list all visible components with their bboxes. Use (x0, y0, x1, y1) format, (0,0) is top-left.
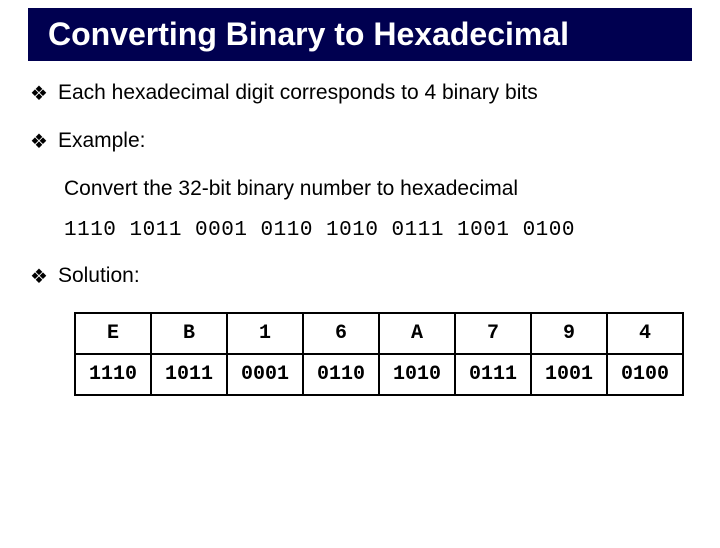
slide-title: Converting Binary to Hexadecimal (28, 8, 692, 61)
binary-cell: 0111 (455, 354, 531, 395)
bullet-item-3: ❖ Solution: (30, 264, 690, 290)
binary-cell: 1110 (75, 354, 151, 395)
bullet-item-1: ❖ Each hexadecimal digit corresponds to … (30, 81, 690, 107)
bullet-text-1: Each hexadecimal digit corresponds to 4 … (58, 81, 538, 105)
hex-cell: 1 (227, 313, 303, 354)
conversion-table: E B 1 6 A 7 9 4 1110 1011 0001 0110 1010… (74, 312, 684, 396)
hex-cell: A (379, 313, 455, 354)
hex-cell: 9 (531, 313, 607, 354)
hex-cell: B (151, 313, 227, 354)
hex-cell: 7 (455, 313, 531, 354)
example-description: Convert the 32-bit binary number to hexa… (64, 177, 690, 201)
binary-cell: 1001 (531, 354, 607, 395)
bullet-item-2: ❖ Example: (30, 129, 690, 155)
hex-cell: E (75, 313, 151, 354)
hex-cell: 4 (607, 313, 683, 354)
binary-cell: 0110 (303, 354, 379, 395)
binary-cell: 1010 (379, 354, 455, 395)
diamond-bullet-icon: ❖ (30, 81, 48, 107)
bullet-text-3: Solution: (58, 264, 140, 288)
table-row-hex: E B 1 6 A 7 9 4 (75, 313, 683, 354)
binary-cell: 1011 (151, 354, 227, 395)
diamond-bullet-icon: ❖ (30, 264, 48, 290)
slide-content: ❖ Each hexadecimal digit corresponds to … (0, 81, 720, 396)
binary-cell: 0001 (227, 354, 303, 395)
diamond-bullet-icon: ❖ (30, 129, 48, 155)
table-row-binary: 1110 1011 0001 0110 1010 0111 1001 0100 (75, 354, 683, 395)
binary-cell: 0100 (607, 354, 683, 395)
bullet-text-2: Example: (58, 129, 146, 153)
binary-number: 1110 1011 0001 0110 1010 0111 1001 0100 (64, 219, 690, 242)
hex-cell: 6 (303, 313, 379, 354)
